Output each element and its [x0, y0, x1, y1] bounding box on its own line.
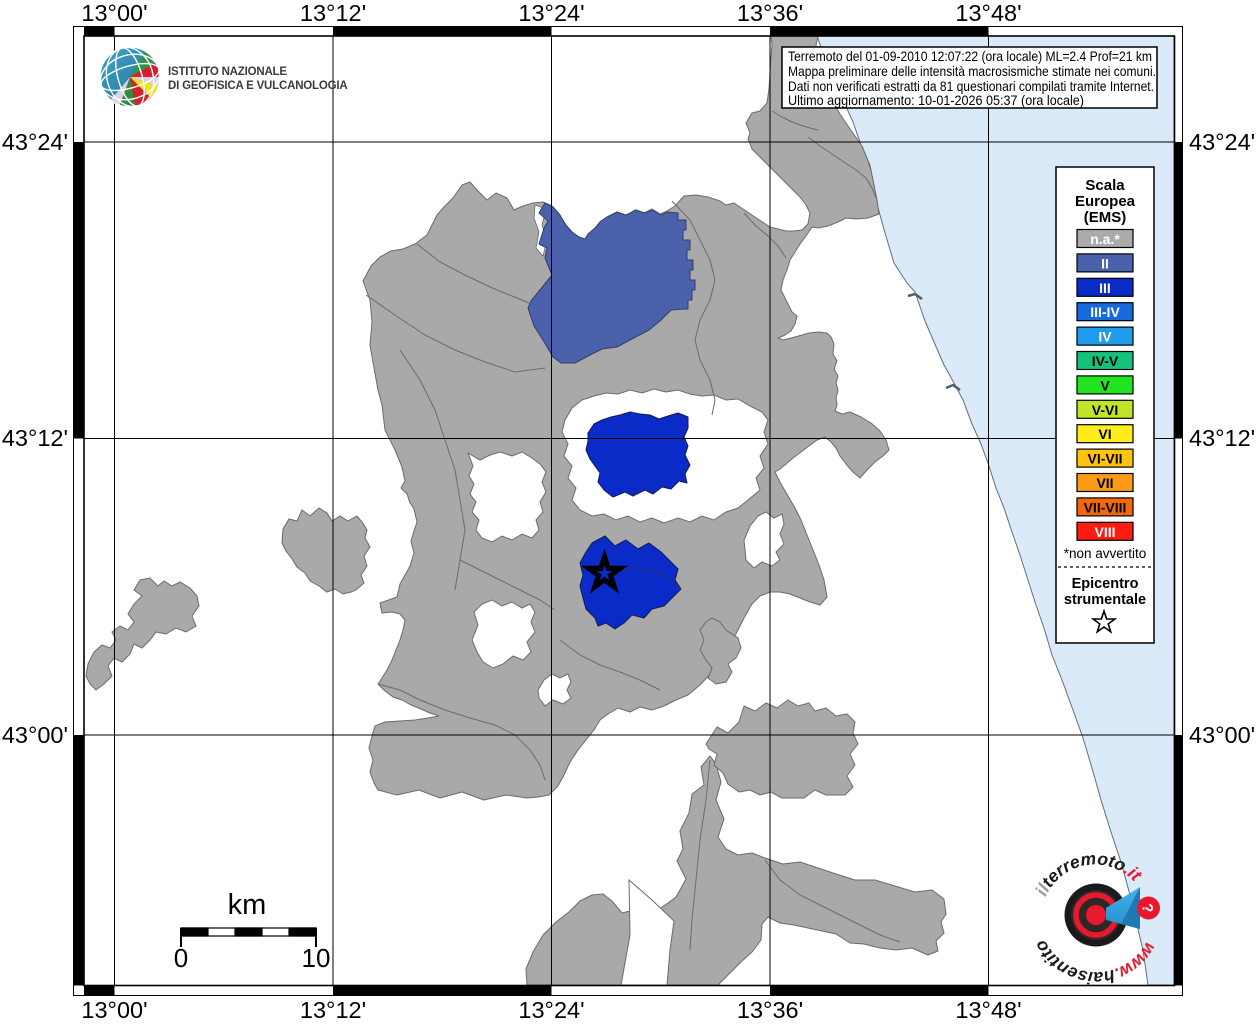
svg-text:III: III — [1099, 280, 1111, 296]
svg-text:*non avvertito: *non avvertito — [1064, 546, 1147, 561]
svg-text:III-IV: III-IV — [1090, 304, 1120, 320]
svg-text:Mappa preliminare delle intens: Mappa preliminare delle intensità macros… — [788, 64, 1156, 79]
svg-text:Scala: Scala — [1085, 177, 1125, 194]
svg-text:13°00': 13°00' — [81, 0, 147, 26]
svg-text:13°48': 13°48' — [955, 997, 1021, 1023]
svg-text:II: II — [1101, 255, 1109, 271]
svg-text:43°12': 43°12' — [1189, 425, 1255, 451]
svg-text:Epicentro: Epicentro — [1072, 576, 1139, 592]
svg-text:Terremoto del 01-09-2010 12:07: Terremoto del 01-09-2010 12:07:22 (ora l… — [788, 49, 1152, 64]
svg-text:43°00': 43°00' — [2, 722, 68, 748]
svg-text:13°24': 13°24' — [518, 997, 584, 1023]
svg-text:Dati non verificati estratti d: Dati non verificati estratti da 81 quest… — [788, 79, 1154, 94]
svg-text:V: V — [1100, 377, 1110, 393]
svg-text:13°36': 13°36' — [737, 997, 803, 1023]
svg-text:km: km — [228, 889, 267, 921]
svg-text:DI GEOFISICA E VULCANOLOGIA: DI GEOFISICA E VULCANOLOGIA — [168, 80, 347, 92]
svg-text:?: ? — [1138, 902, 1156, 914]
svg-text:(EMS): (EMS) — [1084, 209, 1127, 226]
svg-text:Ultimo aggiornamento: 10-01-20: Ultimo aggiornamento: 10-01-2026 05:37 (… — [788, 93, 1084, 108]
svg-text:V-VI: V-VI — [1092, 402, 1118, 418]
svg-text:13°24': 13°24' — [518, 0, 584, 26]
svg-text:43°00': 43°00' — [1189, 722, 1255, 748]
svg-text:0: 0 — [174, 943, 188, 973]
svg-text:10: 10 — [302, 943, 331, 973]
svg-text:Europea: Europea — [1075, 193, 1136, 210]
svg-text:13°12': 13°12' — [300, 997, 366, 1023]
svg-text:IV-V: IV-V — [1092, 353, 1119, 369]
svg-text:n.a.*: n.a.* — [1090, 231, 1120, 247]
svg-text:ISTITUTO NAZIONALE: ISTITUTO NAZIONALE — [168, 66, 287, 78]
svg-text:VI-VII: VI-VII — [1087, 451, 1122, 467]
svg-text:strumentale: strumentale — [1064, 592, 1146, 608]
svg-text:13°48': 13°48' — [955, 0, 1021, 26]
svg-text:43°24': 43°24' — [1189, 129, 1255, 155]
svg-text:VIII: VIII — [1094, 524, 1115, 540]
svg-text:VII: VII — [1096, 475, 1113, 491]
svg-text:43°24': 43°24' — [2, 129, 68, 155]
svg-text:43°12': 43°12' — [2, 425, 68, 451]
svg-text:13°00': 13°00' — [81, 997, 147, 1023]
svg-text:VI: VI — [1098, 426, 1111, 442]
svg-text:13°12': 13°12' — [300, 0, 366, 26]
svg-text:13°36': 13°36' — [737, 0, 803, 26]
svg-text:IV: IV — [1098, 329, 1112, 345]
svg-text:VII-VIII: VII-VIII — [1084, 499, 1127, 515]
